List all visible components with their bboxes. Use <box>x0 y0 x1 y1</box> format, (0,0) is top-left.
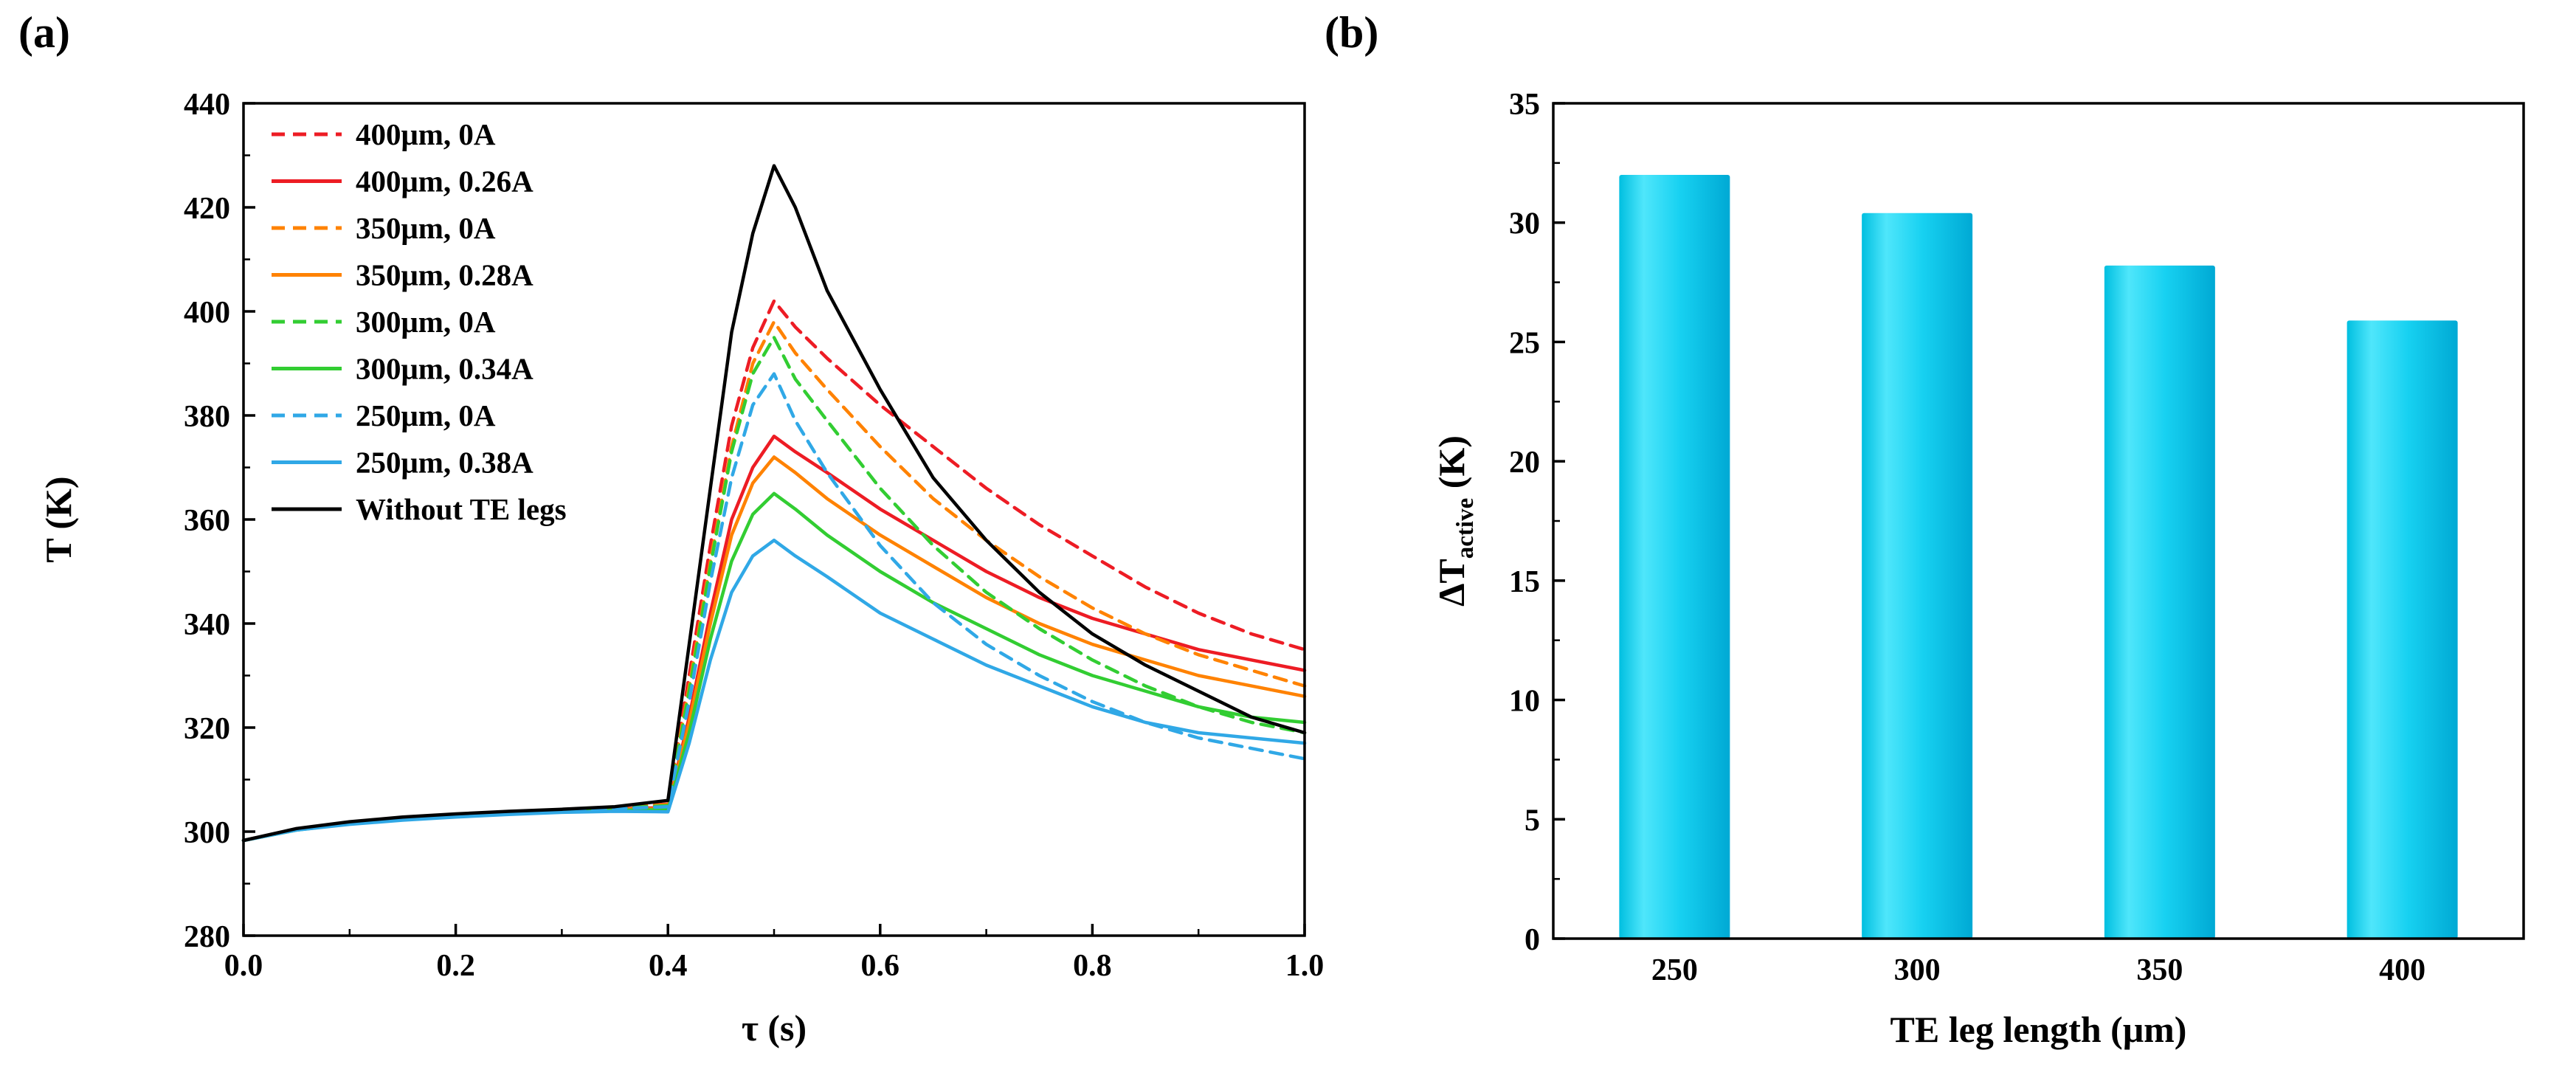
y-tick-label: 340 <box>184 608 230 642</box>
bar <box>1862 213 1973 939</box>
y-tick-label: 0 <box>1524 923 1540 957</box>
plot-frame <box>242 102 1306 937</box>
y-tick-label: 35 <box>1509 88 1540 122</box>
x-tick-label: 0.8 <box>1073 949 1112 983</box>
series-line <box>241 372 1307 843</box>
y-tick-label: 5 <box>1524 804 1540 838</box>
panel-b-plot: 0 5 10 15 20 25 30 35 250 300 350 400 TE leg length … <box>1431 88 2525 1050</box>
y-tick-label: 300 <box>184 816 230 850</box>
x-tick-label: 0.0 <box>224 949 263 983</box>
legend: 400μm, 0A 400μm, 0.26A 350μm, 0A 350μm, 0.2… <box>272 117 567 526</box>
major-ticks: 0 5 10 15 20 25 30 35 250 300 350 400 <box>1509 88 2425 987</box>
x-tick-label: 0.6 <box>861 949 900 983</box>
y-tick-label: 360 <box>184 504 230 538</box>
series-line <box>241 538 1307 843</box>
series-line <box>241 164 1307 843</box>
bar <box>2104 265 2215 939</box>
y-tick-label: 25 <box>1509 326 1540 360</box>
legend-label: Without TE legs <box>356 492 567 526</box>
legend-label: 350μm, 0.28A <box>356 258 533 292</box>
panel-b-label: (b) <box>1325 8 1379 57</box>
legend-label: 250μm, 0.38A <box>356 446 533 480</box>
y-tick-label: 420 <box>184 192 230 226</box>
legend-label: 400μm, 0A <box>356 117 496 151</box>
panel-a-label: (a) <box>18 8 70 57</box>
y-tick-label: 30 <box>1509 207 1540 241</box>
x-tick-label: 350 <box>2136 953 2183 987</box>
y-tick-label: 320 <box>184 712 230 746</box>
y-tick-label: 280 <box>184 920 230 954</box>
x-tick-label: 250 <box>1651 953 1698 987</box>
x-tick-label: 400 <box>2379 953 2425 987</box>
x-tick-label: 0.2 <box>436 949 475 983</box>
y-tick-label: 440 <box>184 88 230 122</box>
y-axis-label: T (K) <box>38 476 79 562</box>
series-lines <box>241 164 1307 843</box>
y-tick-label: 15 <box>1509 565 1540 599</box>
legend-label: 300μm, 0.34A <box>356 352 533 386</box>
panel-a-plot: 0.0 0.2 0.4 0.6 0.8 1.0 280 300 320 340 360 380 400 4… <box>38 88 1324 1049</box>
plot-frame <box>1552 102 2525 940</box>
x-tick-label: 300 <box>1894 953 1941 987</box>
legend-label: 300μm, 0A <box>356 305 496 339</box>
y-tick-label: 20 <box>1509 446 1540 480</box>
major-ticks: 0.0 0.2 0.4 0.6 0.8 1.0 280 300 320 340 360 380 400 4… <box>184 88 1324 983</box>
x-tick-label: 0.4 <box>649 949 688 983</box>
legend-label: 250μm, 0A <box>356 398 496 432</box>
legend-label: 400μm, 0.26A <box>356 165 533 198</box>
bar <box>1619 175 1730 939</box>
y-tick-label: 10 <box>1509 685 1540 719</box>
x-axis-label: TE leg length (μm) <box>1890 1009 2187 1050</box>
line-chart-panel-a: 0.0 0.2 0.4 0.6 0.8 1.0 280 300 320 340 360 380 400 4… <box>38 88 1324 1049</box>
bar-chart-panel-b: 0 5 10 15 20 25 30 35 250 300 350 400 TE leg length … <box>1431 88 2525 1050</box>
x-axis-label: τ (s) <box>742 1007 807 1049</box>
bars <box>1619 175 2458 939</box>
bar <box>2347 320 2458 939</box>
y-tick-label: 380 <box>184 400 230 434</box>
y-axis-label: ΔTactive (K) <box>1431 435 1479 607</box>
x-tick-label: 1.0 <box>1285 949 1325 983</box>
y-tick-label: 400 <box>184 296 230 330</box>
legend-label: 350μm, 0A <box>356 211 496 245</box>
